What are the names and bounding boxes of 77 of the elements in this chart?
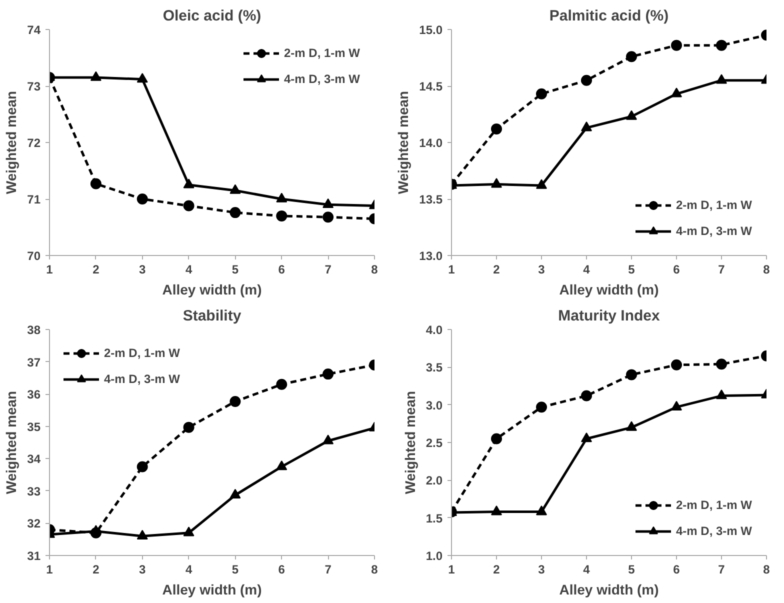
y-tick-label: 74 (27, 23, 41, 37)
x-tick-label: 5 (628, 262, 636, 276)
x-tick-label: 8 (371, 262, 378, 276)
y-tick-label: 1.5 (426, 511, 443, 526)
y-tick-label: 14.5 (419, 80, 443, 94)
x-tick-label: 8 (371, 562, 378, 576)
x-tick-label: 2 (92, 562, 100, 576)
y-tick-label: 3.5 (426, 360, 443, 375)
x-tick-label: 6 (278, 262, 286, 276)
y-tick-label: 71 (27, 192, 41, 206)
x-tick-label: 8 (763, 562, 770, 576)
x-tick-label: 1 (448, 562, 456, 576)
x-tick-label: 3 (538, 262, 546, 276)
y-tick-label: 14.0 (419, 136, 443, 150)
legend-label: 4-m D, 3-m W (104, 372, 180, 386)
x-tick-label: 4 (583, 562, 590, 576)
y-tick-label: 13.0 (419, 249, 443, 263)
x-tick-label: 2 (493, 562, 500, 576)
y-tick-label: 33 (27, 484, 41, 498)
y-axis-title: Weighted mean (395, 90, 412, 194)
y-tick-label: 38 (27, 323, 41, 337)
y-tick-label: 2.0 (426, 474, 443, 488)
y-tick-label: 2.5 (426, 436, 443, 450)
x-tick-label: 4 (583, 262, 590, 276)
chart-title: Stability (182, 308, 242, 324)
x-tick-label: 3 (139, 562, 146, 576)
y-tick-label: 36 (27, 388, 41, 402)
x-tick-label: 6 (673, 562, 680, 576)
legend-label: 2-m D, 1-m W (104, 346, 180, 360)
x-tick-label: 7 (718, 562, 726, 576)
x-tick-label: 4 (185, 562, 192, 576)
legend-label: 2-m D, 1-m W (284, 46, 360, 60)
x-axis-title: Alley width (m) (559, 582, 659, 598)
x-tick-label: 5 (628, 562, 636, 576)
x-tick-label: 4 (185, 262, 192, 276)
y-axis-title: Weighted mean (402, 390, 418, 494)
chart-title: Palmitic acid (%) (549, 8, 669, 24)
x-tick-label: 7 (324, 562, 332, 576)
legend-label: 2-m D, 1-m W (676, 498, 752, 512)
y-tick-label: 3.0 (426, 398, 443, 412)
x-tick-label: 1 (46, 262, 54, 276)
legend-label: 4-m D, 3-m W (676, 524, 752, 538)
x-tick-label: 6 (278, 562, 286, 576)
y-tick-label: 73 (27, 80, 41, 94)
y-tick-label: 31 (27, 549, 41, 563)
chart-title: Oleic acid (%) (162, 8, 262, 24)
x-tick-label: 2 (493, 262, 500, 276)
y-tick-label: 34 (27, 452, 41, 466)
x-tick-label: 7 (718, 262, 726, 276)
y-tick-label: 4.0 (426, 323, 443, 337)
y-tick-label: 35 (27, 420, 41, 434)
x-tick-label: 5 (232, 562, 239, 576)
y-tick-label: 32 (27, 516, 41, 531)
y-tick-label: 72 (27, 136, 41, 150)
x-tick-label: 6 (673, 262, 680, 276)
y-axis-title: Weighted mean (3, 90, 20, 194)
y-tick-label: 15.0 (419, 23, 443, 37)
y-tick-label: 13.5 (419, 192, 443, 206)
x-tick-label: 3 (538, 562, 546, 576)
x-tick-label: 3 (139, 262, 146, 276)
x-tick-label: 1 (448, 262, 456, 276)
x-tick-label: 2 (92, 262, 100, 276)
x-axis-title: Alley width (m) (162, 582, 262, 598)
x-tick-label: 1 (46, 562, 54, 576)
x-tick-label: 5 (232, 262, 239, 276)
y-tick-label: 1.0 (426, 549, 443, 563)
legend-label: 2-m D, 1-m W (676, 198, 752, 212)
y-axis-title: Weighted mean (3, 390, 20, 494)
legend-label: 4-m D, 3-m W (284, 72, 360, 86)
y-tick-label: 70 (27, 249, 41, 263)
x-tick-label: 8 (763, 262, 770, 276)
y-tick-label: 37 (27, 355, 41, 370)
x-axis-title: Alley width (m) (559, 282, 659, 298)
chart-title: Maturity Index (558, 308, 660, 324)
legend-label: 4-m D, 3-m W (676, 224, 752, 238)
x-axis-title: Alley width (m) (162, 282, 262, 298)
x-tick-label: 7 (324, 262, 332, 276)
